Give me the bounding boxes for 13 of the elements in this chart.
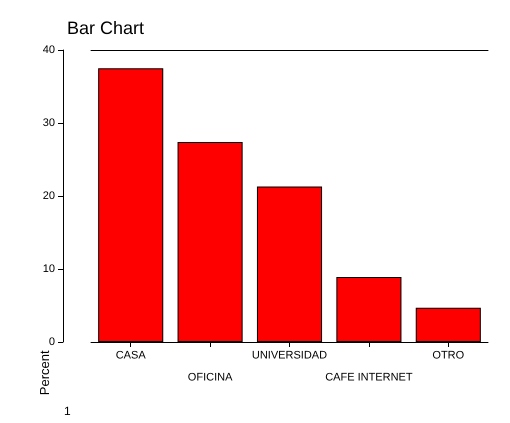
y-tick-label: 30 [42, 117, 55, 129]
chart-title: Bar Chart [67, 18, 144, 38]
y-tick-label: 20 [42, 190, 55, 202]
x-tick-label: OTRO [432, 350, 465, 362]
y-axis-title: Percent [37, 350, 52, 396]
x-tick-label: CAFE INTERNET [325, 372, 413, 384]
y-tick-label: 0 [48, 336, 55, 348]
x-tick-label: UNIVERSIDAD [252, 350, 328, 362]
y-tick-label: 10 [42, 263, 55, 275]
x-tick-label: CASA [116, 350, 146, 362]
x-tick-label: OFICINA [188, 372, 234, 384]
y-tick-label: 40 [42, 44, 55, 56]
text: 1 [64, 404, 71, 418]
